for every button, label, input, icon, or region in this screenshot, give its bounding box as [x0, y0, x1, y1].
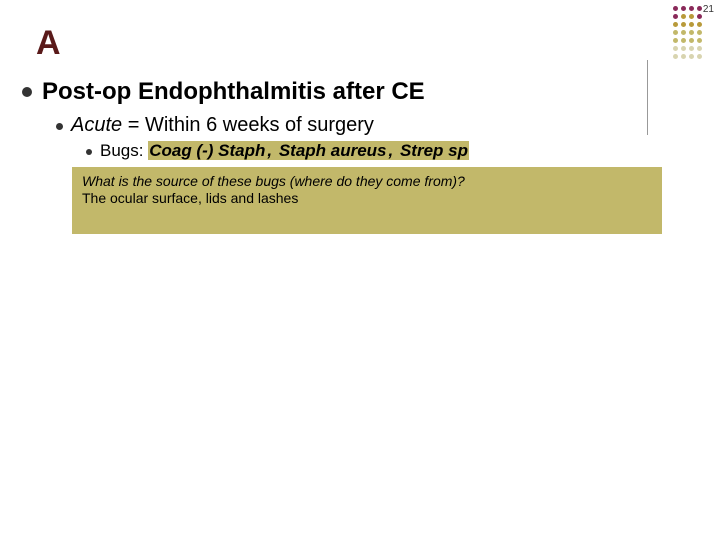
- dot-icon: [681, 6, 686, 11]
- dot-icon: [681, 30, 686, 35]
- dot-row: [673, 22, 702, 27]
- dot-icon: [697, 6, 702, 11]
- dot-icon: [697, 14, 702, 19]
- dot-icon: [689, 22, 694, 27]
- qa-box: What is the source of these bugs (where …: [72, 167, 662, 234]
- dot-icon: [681, 46, 686, 51]
- dot-icon: [697, 54, 702, 59]
- bug-highlight: Staph aureus: [278, 141, 388, 160]
- subheading-text: Acute = Within 6 weeks of surgery: [71, 114, 374, 137]
- bullet-icon: [56, 123, 63, 130]
- dot-icon: [697, 46, 702, 51]
- dot-icon: [673, 22, 678, 27]
- dot-icon: [689, 38, 694, 43]
- dot-icon: [689, 46, 694, 51]
- dot-row: [673, 38, 702, 43]
- dot-row: [673, 14, 702, 19]
- bug-highlight: Coag (-) Staph: [148, 141, 266, 160]
- dot-icon: [697, 30, 702, 35]
- dot-icon: [689, 54, 694, 59]
- slide-title: A: [36, 24, 61, 63]
- dot-icon: [689, 30, 694, 35]
- slide-number: 21: [703, 4, 714, 15]
- question-text: What is the source of these bugs (where …: [82, 173, 652, 189]
- bugs-line: Bugs: Coag (-) Staph, Staph aureus, Stre…: [100, 141, 469, 161]
- dot-row: [673, 30, 702, 35]
- bullet-icon: [22, 87, 32, 97]
- sub-rest: = Within 6 weeks of surgery: [122, 114, 374, 136]
- bug-sep: ,: [388, 141, 399, 160]
- dot-row: [673, 54, 702, 59]
- dot-icon: [681, 54, 686, 59]
- bug-highlight: Strep sp: [399, 141, 469, 160]
- content-area: Post-op Endophthalmitis after CE Acute =…: [22, 78, 700, 234]
- dot-icon: [673, 46, 678, 51]
- answer-text: The ocular surface, lids and lashes: [82, 190, 652, 206]
- dot-icon: [673, 38, 678, 43]
- dot-icon: [673, 6, 678, 11]
- dot-icon: [681, 22, 686, 27]
- dot-icon: [673, 54, 678, 59]
- bugs-label: Bugs:: [100, 141, 148, 160]
- dot-icon: [697, 22, 702, 27]
- dot-icon: [689, 6, 694, 11]
- bullet-level-3: Bugs: Coag (-) Staph, Staph aureus, Stre…: [86, 141, 700, 161]
- dot-icon: [673, 14, 678, 19]
- dot-icon: [697, 38, 702, 43]
- dot-icon: [673, 30, 678, 35]
- italic-word: Acute: [71, 114, 122, 136]
- bullet-level-2: Acute = Within 6 weeks of surgery: [56, 114, 700, 137]
- dot-icon: [681, 38, 686, 43]
- bullet-icon: [86, 149, 92, 155]
- dot-icon: [689, 14, 694, 19]
- bug-sep: ,: [266, 141, 277, 160]
- corner-decoration: [673, 6, 702, 59]
- bullet-level-1: Post-op Endophthalmitis after CE: [22, 78, 700, 106]
- heading-text: Post-op Endophthalmitis after CE: [42, 78, 425, 106]
- dot-row: [673, 46, 702, 51]
- dot-row: [673, 6, 702, 11]
- dot-icon: [681, 14, 686, 19]
